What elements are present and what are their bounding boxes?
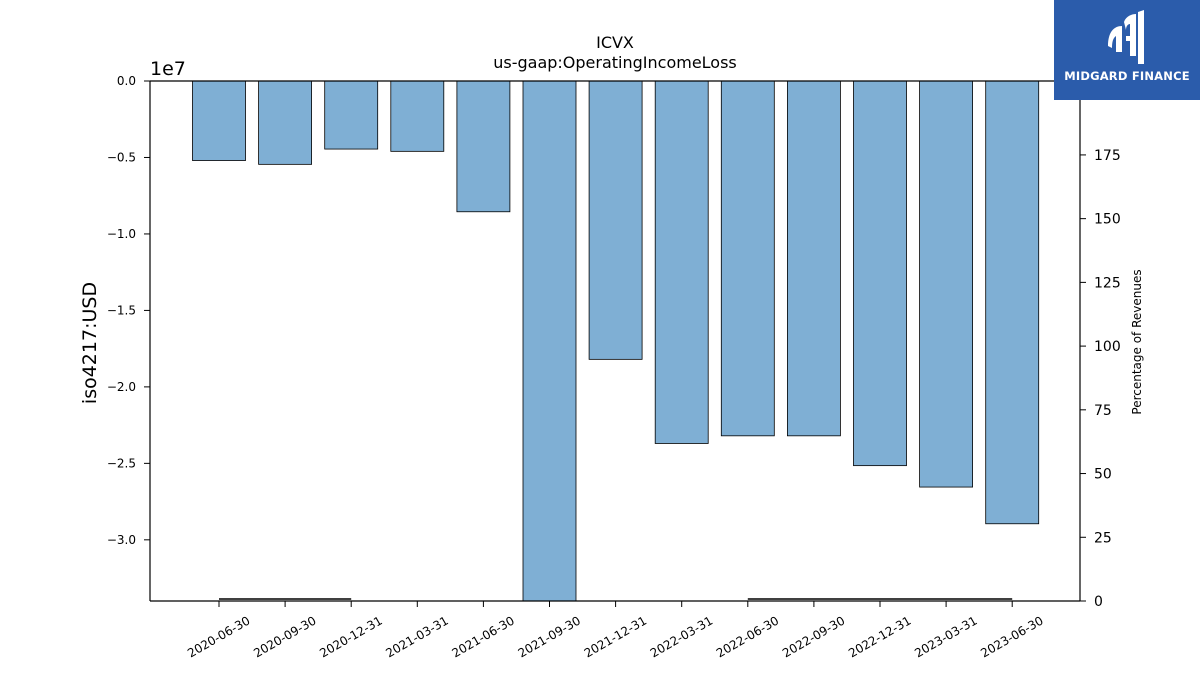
bar — [258, 80, 313, 165]
bar — [853, 80, 907, 467]
y2-tick-label: 100 — [1094, 339, 1121, 355]
axes — [149, 80, 1081, 602]
y-tick-label: 0.0 — [117, 74, 136, 88]
bar-group — [192, 80, 1040, 602]
y-axis-ticks: 0.0 −0.5 −1.0 −1.5 −2.0 −2.5 −3.0 — [107, 74, 150, 547]
y-tick-label: −3.0 — [107, 533, 136, 547]
y2-tick-label: 25 — [1094, 530, 1112, 546]
logo-text: MIDGARD FINANCE — [1064, 69, 1190, 83]
x-tick-label: 2021-09-30 — [516, 613, 583, 660]
y-offset-label: 1e7 — [150, 58, 186, 80]
x-tick-label: 2021-12-31 — [582, 613, 649, 660]
x-tick-label: 2021-06-30 — [449, 613, 516, 660]
chart-subtitle: us-gaap:OperatingIncomeLoss — [493, 53, 737, 72]
x-tick-label: 2022-03-31 — [648, 613, 715, 660]
y-tick-label: −1.0 — [107, 227, 136, 241]
x-tick-label: 2020-09-30 — [251, 613, 318, 660]
bar — [720, 80, 775, 437]
bar — [588, 80, 643, 360]
x-tick-label: 2023-06-30 — [978, 613, 1045, 660]
bar — [390, 80, 445, 152]
y2-tick-label: 150 — [1094, 212, 1121, 228]
midgard-finance-logo: MIDGARD FINANCE — [1054, 0, 1200, 100]
x-tick-label: 2022-06-30 — [714, 613, 781, 660]
x-tick-label: 2022-09-30 — [780, 613, 847, 660]
chart-title: ICVX — [596, 33, 634, 52]
x-tick-label: 2022-12-31 — [846, 613, 913, 660]
y-tick-label: −2.0 — [107, 380, 136, 394]
y-tick-label: −2.5 — [107, 456, 136, 470]
bar — [654, 80, 709, 444]
y-axis-label: iso4217:USD — [79, 282, 101, 404]
bar — [192, 80, 246, 161]
y2-tick-label: 125 — [1094, 275, 1121, 291]
y2-tick-label: 0 — [1094, 594, 1103, 610]
y-tick-label: −0.5 — [107, 150, 136, 164]
x-tick-label: 2020-06-30 — [185, 613, 252, 660]
y2-axis-ticks: 0 25 50 75 100 125 150 175 — [1080, 148, 1121, 610]
bar — [324, 80, 379, 150]
bar — [919, 80, 973, 488]
x-tick-label: 2021-03-31 — [383, 613, 450, 660]
bar — [456, 80, 511, 213]
x-tick-label: 2023-03-31 — [912, 613, 979, 660]
y2-tick-label: 75 — [1094, 403, 1112, 419]
y-tick-label: −1.5 — [107, 303, 136, 317]
y2-tick-label: 50 — [1094, 467, 1112, 483]
midgard-logo-mark-icon — [1108, 10, 1144, 64]
bar — [522, 80, 577, 602]
bar — [787, 80, 841, 437]
x-tick-label: 2020-12-31 — [317, 613, 384, 660]
bar — [985, 80, 1040, 525]
y2-tick-label: 175 — [1094, 148, 1121, 164]
y2-axis-label: Percentage of Revenues — [1130, 269, 1144, 414]
x-axis-ticks: 2020-06-302020-09-302020-12-312021-03-31… — [185, 601, 1046, 660]
